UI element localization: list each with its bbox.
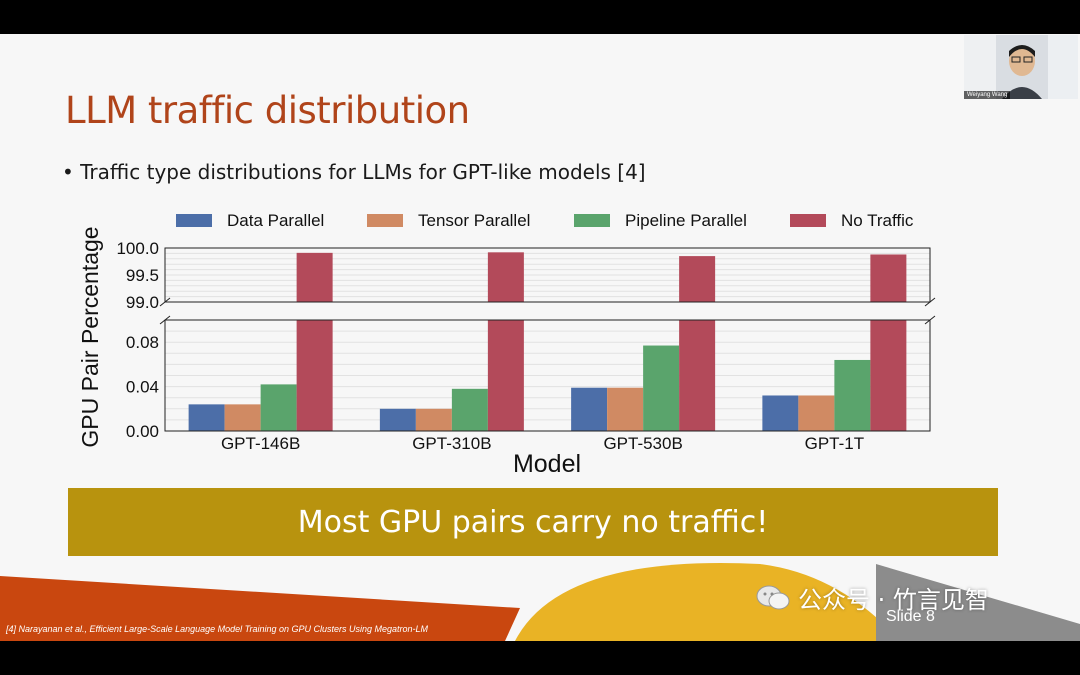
wechat-icon [756,585,790,609]
chart-legend: Data Parallel Tensor Parallel Pipeline Par… [176,211,914,230]
legend-label: Pipeline Parallel [625,211,747,230]
watermark-text: 公众号 · 竹言见智 [798,586,989,614]
legend-swatch [176,214,212,227]
bar-data-parallel [571,387,608,431]
bar-no-traffic-lower [296,320,333,431]
legend-swatch [367,214,403,227]
footnote: [4] Narayanan et al., Efficient Large-Sc… [6,624,429,634]
bar-pipeline-parallel [451,388,488,431]
bar-data-parallel [379,408,416,431]
webcam-feed: Weiyang Wang [964,35,1078,99]
bar-tensor-parallel [607,387,644,431]
y-tick-label: 0.00 [126,422,159,441]
x-tick-label: GPT-310B [412,434,491,453]
bar-no-traffic-lower [870,320,907,431]
y-tick-label: 0.08 [126,333,159,352]
presenter-avatar [1002,45,1042,99]
bar-data-parallel [762,395,799,431]
highlight-banner: Most GPU pairs carry no traffic! [68,488,998,556]
presenter-name: Weiyang Wang [964,91,1011,99]
bar-tensor-parallel [415,408,452,431]
bullet-text: • Traffic type distributions for LLMs fo… [62,160,646,184]
bar-pipeline-parallel [643,345,680,431]
bar-no-traffic-lower [487,320,524,431]
legend-swatch [574,214,610,227]
bar-no-traffic-upper [870,254,907,302]
legend-label: Tensor Parallel [418,211,530,230]
banner-text: Most GPU pairs carry no traffic! [297,504,769,540]
bar-tensor-parallel [224,404,261,431]
y-tick-label: 99.5 [126,266,159,285]
legend-swatch [790,214,826,227]
slide: LLM traffic distribution • Traffic type … [0,34,1080,641]
bar-tensor-parallel [798,395,835,431]
bar-pipeline-parallel [834,359,871,431]
legend-label: No Traffic [841,211,914,230]
x-tick-label: GPT-530B [603,434,682,453]
watermark: 公众号 · 竹言见智 [756,580,989,615]
slide-number: Slide 8 [886,608,935,625]
x-axis-label: Model [513,450,581,478]
sponsor-logos-right [1048,35,1078,99]
x-tick-label: GPT-1T [805,434,865,453]
y-tick-label: 99.0 [126,293,159,312]
bar-pipeline-parallel [260,384,297,431]
bar-no-traffic-upper [487,252,524,302]
legend-label: Data Parallel [227,211,324,230]
y-tick-label: 100.0 [116,239,159,258]
y-axis-label: GPU Pair Percentage [77,226,103,447]
slide-title: LLM traffic distribution [65,89,470,132]
bar-chart: Data Parallel Tensor Parallel Pipeline Par… [77,211,936,478]
bar-no-traffic-upper [679,256,716,302]
bar-no-traffic-upper [296,252,333,302]
bar-data-parallel [188,404,225,431]
sponsor-logos-left [964,35,996,99]
y-tick-label: 0.04 [126,378,159,397]
footer-decoration [0,562,1080,641]
bar-no-traffic-lower [679,320,716,431]
x-tick-label: GPT-146B [221,434,300,453]
